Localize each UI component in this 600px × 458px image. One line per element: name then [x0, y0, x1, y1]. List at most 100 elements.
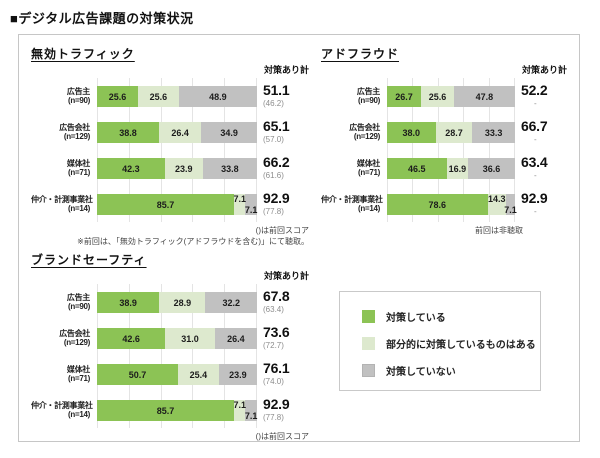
bar-segment: 25.6 — [137, 86, 179, 107]
stacked-bar: 85.7 7.1 7.1 — [97, 400, 257, 421]
score-cell: 92.9 (77.8) — [257, 392, 309, 428]
bar-segment: 28.9 — [159, 292, 206, 313]
bar-segment: 25.4 — [178, 364, 219, 385]
stacked-bar: 42.3 23.9 33.8 — [97, 158, 257, 179]
bar-segment: 85.7 — [97, 400, 235, 421]
row-label: 媒体社 (n=71) — [31, 150, 97, 186]
bar-segment: 36.6 — [468, 158, 515, 179]
row-label-name: 広告会社 — [349, 122, 380, 132]
bar-segment-label: 14.3 — [487, 194, 506, 204]
bar-segment: 42.3 — [97, 158, 165, 179]
score-cell: 66.7- — [515, 114, 567, 150]
bar-segment: 38.0 — [387, 122, 436, 143]
row-label-name: 広告会社 — [59, 122, 90, 132]
previous-score: (63.4) — [263, 305, 284, 314]
legend-item-measured: 対策している — [362, 309, 540, 324]
stacked-bar: 42.6 31.0 26.4 — [97, 328, 257, 349]
score-cell: 66.2 (61.6) — [257, 150, 309, 186]
bar-segment: 38.9 — [97, 292, 160, 313]
bar-segment: 78.6 — [387, 194, 488, 215]
score-cell: 51.1 (46.2) — [257, 78, 309, 114]
bar-segment: 23.9 — [218, 364, 257, 385]
row-label: 広告会社 (n=129) — [31, 320, 97, 356]
total-score: 51.1 — [263, 82, 290, 98]
bar-segment: 26.4 — [159, 122, 202, 143]
bar-segment: 85.7 — [97, 194, 235, 215]
page-title: ■デジタル広告課題の対策状況 — [10, 11, 194, 26]
row-label-n: (n=71) — [68, 374, 90, 383]
score-cell: 63.4- — [515, 150, 567, 186]
total-score: 66.2 — [263, 154, 290, 170]
bar-segment-label: 7.1 — [233, 400, 247, 410]
bar-segment: 31.0 — [165, 328, 215, 349]
bar-segment: 42.6 — [97, 328, 166, 349]
previous-score: (72.7) — [263, 341, 284, 350]
note-line: ※前回は、「無効トラフィック(アドフラウドを含む)」にて聴取。 — [77, 237, 309, 246]
row-label-name: 仲介・計測事業社 — [31, 400, 93, 410]
bar-segment-label: 7.1 — [504, 205, 517, 215]
bar-segment: 26.7 — [387, 86, 422, 107]
plot-area: 42.3 23.9 33.8 — [97, 150, 257, 186]
row-label-name: 広告会社 — [59, 328, 90, 338]
chart-notes: 前回は非聴取 — [321, 225, 567, 236]
total-score: 92.9 — [263, 396, 290, 412]
row-label-n: (n=90) — [68, 96, 90, 105]
chart-title: 無効トラフィック — [31, 47, 135, 61]
legend-label: 対策している — [386, 313, 446, 324]
score-header-label: 対策あり計 — [263, 65, 309, 75]
legend-swatch-measured — [362, 310, 375, 323]
plot-area: 38.0 28.7 33.3 — [387, 114, 515, 150]
bar-segment: 34.9 — [201, 122, 258, 143]
bar-segment: 28.7 — [435, 122, 473, 143]
bar-segment: 26.4 — [214, 328, 257, 349]
stacked-bar: 38.8 26.4 34.9 — [97, 122, 258, 143]
stacked-bar: 85.7 7.1 7.1 — [97, 194, 257, 215]
previous-score: (61.6) — [263, 171, 284, 180]
bar-segment: 33.3 — [472, 122, 515, 143]
row-label: 広告会社 (n=129) — [321, 114, 387, 150]
chart-grid: 対策あり計 広告主 (n=90) 38.9 28.9 32.2 67.8 (63.4) 広告会社… — [31, 271, 309, 428]
bar-segment: 32.2 — [205, 292, 257, 313]
legend-label: 部分的に対策しているものはある — [386, 340, 536, 351]
row-label-n: (n=14) — [68, 410, 90, 419]
previous-score: (77.8) — [263, 207, 284, 216]
legend-swatch-partial — [362, 337, 375, 350]
legend-label: 対策していない — [386, 367, 456, 378]
bar-segment: 50.7 — [97, 364, 179, 385]
plot-area: 85.7 7.1 7.1 — [97, 392, 257, 428]
score-cell: 76.1 (74.0) — [257, 356, 309, 392]
note-line: ()は前回スコア — [255, 226, 309, 235]
stacked-bar: 38.9 28.9 32.2 — [97, 292, 257, 313]
bar-segment: 47.8 — [453, 86, 515, 107]
previous-score: (46.2) — [263, 99, 284, 108]
bar-segment — [505, 194, 515, 215]
row-label-n: (n=90) — [68, 302, 90, 311]
legend-item-not_measured: 対策していない — [362, 363, 540, 378]
plot-area: 78.6 14.3 7.1 — [387, 186, 517, 222]
row-label-n: (n=90) — [358, 96, 380, 105]
total-score: 92.9 — [521, 190, 548, 206]
score-cell: 52.2- — [515, 78, 567, 114]
row-label: 仲介・計測事業社 (n=14) — [321, 186, 387, 222]
bar-segment-label: 7.1 — [233, 194, 247, 204]
stacked-bar: 50.7 25.4 23.9 — [97, 364, 257, 385]
stacked-bar: 78.6 14.3 7.1 — [387, 194, 517, 215]
plot-area: 42.6 31.0 26.4 — [97, 320, 257, 356]
score-cell: 92.9- — [515, 186, 567, 222]
stacked-bar: 26.7 25.6 47.8 — [387, 86, 515, 107]
previous-score: - — [534, 99, 537, 108]
chart-brand-safety: ブランドセーフティ 対策あり計 広告主 (n=90) 38.9 28.9 32.2 67.8(… — [31, 251, 309, 442]
total-score: 63.4 — [521, 154, 548, 170]
row-label-n: (n=14) — [68, 204, 90, 213]
plot-area: 46.5 16.9 36.6 — [387, 150, 515, 186]
bar-segment: 38.8 — [97, 122, 160, 143]
row-label-name: 仲介・計測事業社 — [31, 194, 93, 204]
score-cell: 65.1 (57.0) — [257, 114, 309, 150]
previous-score: (77.8) — [263, 413, 284, 422]
total-score: 65.1 — [263, 118, 290, 134]
row-label-n: (n=129) — [353, 132, 380, 141]
total-score: 52.2 — [521, 82, 548, 98]
total-score: 67.8 — [263, 288, 290, 304]
previous-score: (57.0) — [263, 135, 284, 144]
